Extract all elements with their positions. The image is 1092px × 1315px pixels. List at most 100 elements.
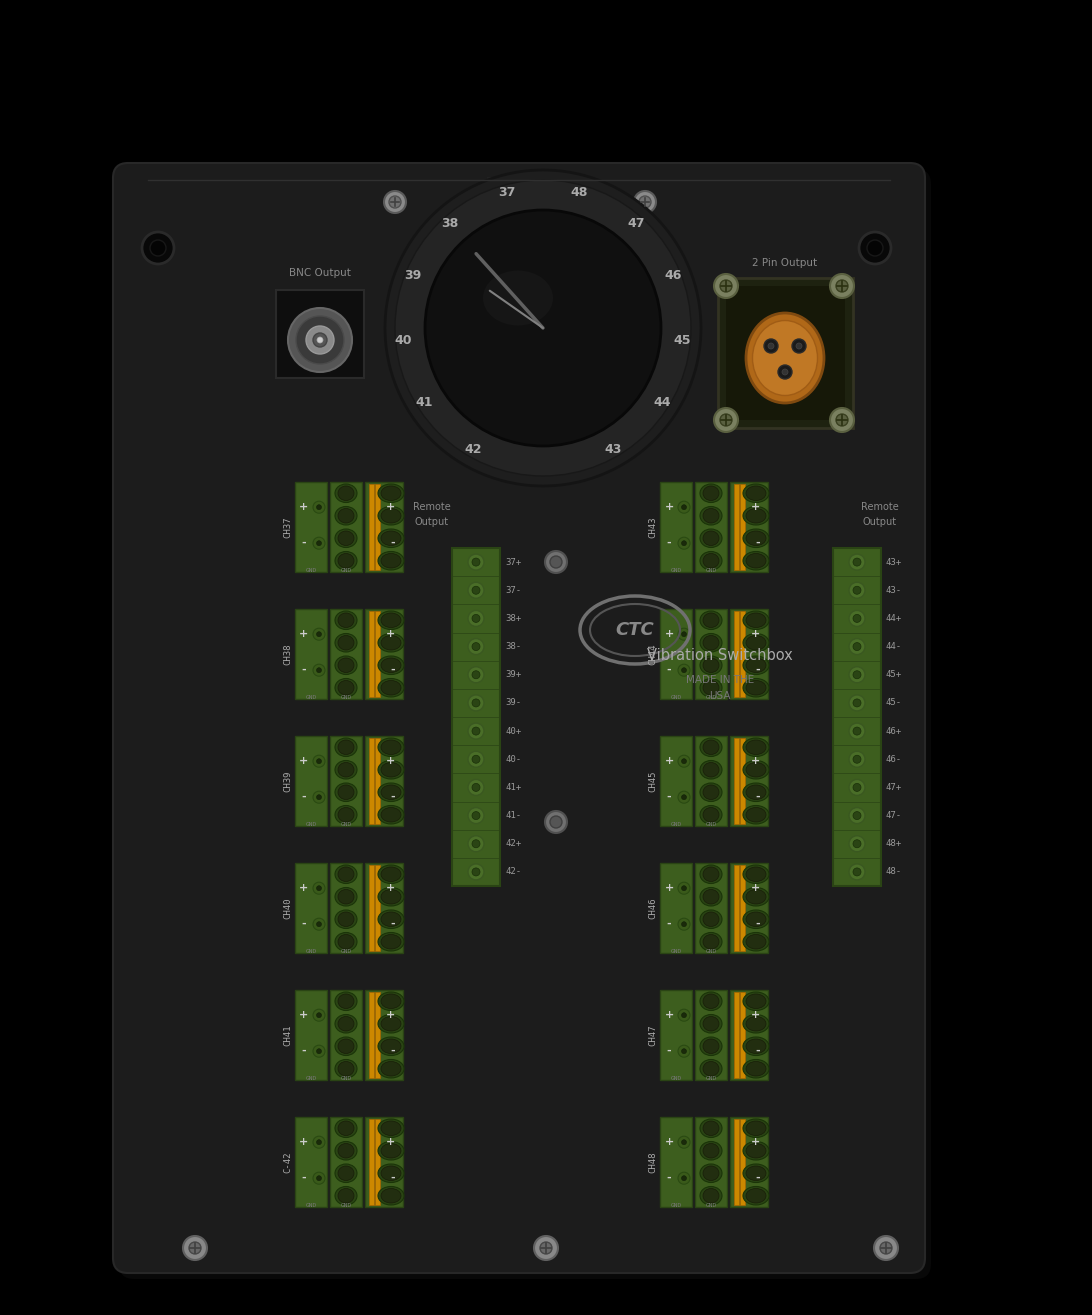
Ellipse shape — [703, 1166, 719, 1181]
Ellipse shape — [381, 509, 401, 523]
Circle shape — [874, 1236, 898, 1260]
Text: GND: GND — [670, 949, 681, 953]
Ellipse shape — [700, 484, 722, 502]
Circle shape — [317, 1048, 321, 1053]
Ellipse shape — [703, 740, 719, 755]
Ellipse shape — [378, 1014, 404, 1034]
Text: 48+: 48+ — [886, 839, 902, 848]
Text: 43-: 43- — [886, 585, 902, 594]
Circle shape — [385, 170, 701, 487]
Circle shape — [678, 1172, 690, 1185]
Ellipse shape — [335, 1014, 357, 1034]
Ellipse shape — [339, 1039, 354, 1053]
Circle shape — [313, 538, 325, 550]
Ellipse shape — [381, 531, 401, 546]
Ellipse shape — [335, 611, 357, 630]
Circle shape — [468, 780, 484, 796]
Ellipse shape — [743, 656, 769, 675]
Text: 40: 40 — [395, 334, 413, 347]
Ellipse shape — [746, 889, 765, 903]
Ellipse shape — [335, 1164, 357, 1182]
Text: CH43: CH43 — [648, 517, 657, 538]
Bar — [729, 990, 768, 1080]
Bar — [295, 609, 327, 700]
Bar — [729, 483, 768, 572]
Ellipse shape — [378, 1141, 404, 1160]
Ellipse shape — [703, 1189, 719, 1203]
Text: -: - — [390, 665, 395, 675]
Ellipse shape — [703, 509, 719, 523]
Circle shape — [792, 339, 806, 352]
Bar — [330, 990, 363, 1080]
Text: CH46: CH46 — [648, 897, 657, 919]
Text: +: + — [751, 1010, 760, 1020]
Circle shape — [317, 540, 321, 546]
Text: 45-: 45- — [886, 698, 902, 707]
Circle shape — [678, 1045, 690, 1057]
Text: 40+: 40+ — [505, 727, 521, 735]
Ellipse shape — [700, 506, 722, 525]
Circle shape — [853, 586, 860, 594]
Circle shape — [859, 231, 891, 264]
Text: -: - — [667, 538, 672, 548]
Bar — [365, 483, 403, 572]
Ellipse shape — [700, 738, 722, 756]
Text: 38-: 38- — [505, 642, 521, 651]
Text: -: - — [667, 1047, 672, 1056]
Ellipse shape — [381, 785, 401, 800]
Text: 43: 43 — [604, 443, 621, 456]
Text: 46: 46 — [664, 270, 681, 281]
Ellipse shape — [746, 313, 824, 402]
Circle shape — [853, 755, 860, 763]
Text: 41-: 41- — [505, 811, 521, 821]
Text: CTC: CTC — [616, 621, 654, 639]
Text: -: - — [667, 1173, 672, 1184]
Bar — [740, 1119, 745, 1205]
Text: +: + — [299, 884, 309, 893]
Ellipse shape — [703, 994, 719, 1009]
Ellipse shape — [381, 658, 401, 672]
Ellipse shape — [700, 611, 722, 630]
Circle shape — [848, 780, 865, 796]
Text: Output: Output — [863, 517, 897, 527]
Ellipse shape — [335, 1141, 357, 1160]
Ellipse shape — [746, 1039, 765, 1053]
Text: +: + — [664, 1137, 674, 1147]
Ellipse shape — [746, 487, 765, 501]
Bar — [660, 609, 692, 700]
Text: CH37: CH37 — [283, 517, 292, 538]
Ellipse shape — [378, 1060, 404, 1078]
Circle shape — [317, 1176, 321, 1181]
Ellipse shape — [700, 782, 722, 802]
Circle shape — [782, 370, 788, 375]
Ellipse shape — [743, 760, 769, 778]
Text: -: - — [390, 919, 395, 930]
Text: 44: 44 — [653, 396, 670, 409]
Ellipse shape — [700, 1186, 722, 1205]
Bar — [695, 736, 727, 826]
Bar — [740, 611, 745, 697]
Ellipse shape — [339, 658, 354, 672]
Circle shape — [678, 918, 690, 930]
Text: GND: GND — [670, 696, 681, 700]
Circle shape — [472, 811, 480, 819]
Circle shape — [848, 610, 865, 626]
Bar — [740, 484, 745, 569]
Bar — [660, 863, 692, 953]
Circle shape — [550, 817, 562, 828]
Ellipse shape — [335, 992, 357, 1010]
Circle shape — [472, 784, 480, 792]
Circle shape — [541, 1241, 551, 1255]
Circle shape — [678, 882, 690, 894]
Bar — [375, 611, 380, 697]
Bar — [369, 865, 373, 951]
Text: +: + — [751, 884, 760, 893]
Ellipse shape — [700, 932, 722, 951]
Text: -: - — [756, 1173, 760, 1184]
Text: Remote: Remote — [862, 502, 899, 512]
Bar — [369, 484, 373, 569]
Ellipse shape — [339, 935, 354, 949]
Bar — [330, 736, 363, 826]
Circle shape — [189, 1241, 201, 1255]
Text: +: + — [664, 629, 674, 639]
